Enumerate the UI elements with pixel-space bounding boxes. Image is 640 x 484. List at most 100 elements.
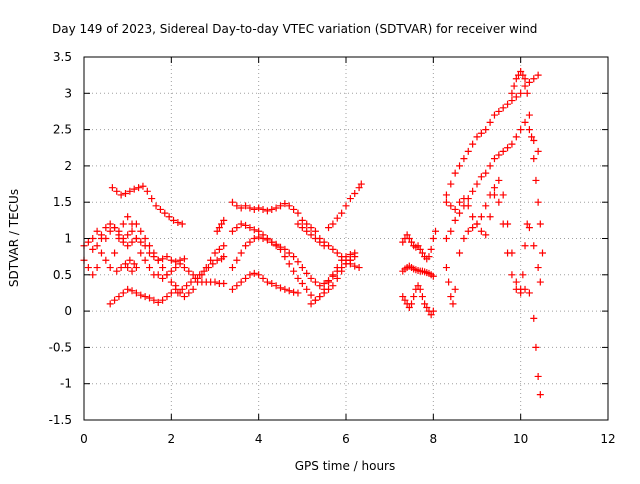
data-point bbox=[532, 176, 540, 184]
data-point bbox=[233, 202, 241, 210]
axis-ticks bbox=[83, 56, 609, 421]
data-point bbox=[469, 187, 477, 195]
data-point bbox=[423, 303, 431, 311]
data-point bbox=[512, 93, 520, 101]
data-point bbox=[316, 293, 324, 301]
data-point bbox=[124, 242, 132, 250]
data-point bbox=[464, 147, 472, 155]
data-point bbox=[316, 238, 324, 246]
data-point bbox=[508, 249, 516, 257]
data-point bbox=[250, 235, 258, 242]
data-point bbox=[329, 245, 337, 253]
data-point bbox=[495, 107, 503, 115]
data-point bbox=[126, 187, 134, 195]
data-point bbox=[418, 293, 426, 301]
data-point bbox=[508, 271, 516, 279]
data-point bbox=[399, 238, 407, 246]
data-point bbox=[159, 264, 167, 272]
data-point bbox=[355, 264, 363, 272]
data-point bbox=[482, 202, 490, 210]
data-point bbox=[342, 260, 350, 268]
data-point bbox=[490, 191, 498, 199]
data-point bbox=[93, 264, 101, 272]
data-point bbox=[298, 280, 306, 288]
data-point bbox=[536, 391, 544, 399]
data-point bbox=[132, 235, 140, 242]
data-point bbox=[307, 224, 315, 232]
data-point bbox=[294, 220, 302, 228]
data-point bbox=[451, 169, 459, 177]
data-point bbox=[215, 224, 223, 232]
data-point bbox=[482, 231, 490, 239]
data-point bbox=[102, 224, 110, 232]
data-point bbox=[473, 220, 481, 228]
data-point bbox=[141, 235, 149, 242]
data-point bbox=[517, 89, 525, 97]
data-point bbox=[311, 235, 319, 242]
data-point bbox=[141, 256, 149, 264]
data-point bbox=[530, 75, 538, 83]
series-s11 bbox=[228, 233, 359, 290]
data-point bbox=[185, 289, 193, 297]
data-point bbox=[115, 231, 123, 239]
data-point bbox=[191, 274, 199, 282]
data-point bbox=[403, 231, 411, 239]
data-point bbox=[512, 278, 520, 286]
data-point bbox=[311, 227, 319, 235]
data-point bbox=[427, 245, 435, 253]
series-s19 bbox=[442, 71, 542, 199]
data-point bbox=[126, 256, 134, 264]
y-tick-label: 3 bbox=[64, 86, 72, 100]
data-point bbox=[174, 219, 182, 227]
data-point bbox=[121, 260, 129, 268]
data-point bbox=[233, 282, 241, 290]
data-point bbox=[124, 285, 132, 293]
data-point bbox=[220, 253, 228, 261]
data-point bbox=[281, 285, 289, 293]
data-point bbox=[512, 75, 520, 83]
data-point bbox=[329, 272, 337, 280]
data-point bbox=[259, 235, 267, 242]
data-point bbox=[325, 224, 333, 232]
data-point bbox=[148, 195, 156, 203]
series-s18 bbox=[399, 282, 437, 319]
data-point bbox=[536, 220, 544, 228]
data-point bbox=[490, 155, 498, 163]
series-s7 bbox=[174, 253, 228, 297]
data-point bbox=[512, 133, 520, 141]
data-point bbox=[93, 242, 101, 250]
data-point bbox=[259, 205, 267, 213]
data-point bbox=[137, 238, 145, 246]
data-point bbox=[534, 372, 542, 380]
data-point bbox=[106, 220, 114, 228]
data-point bbox=[89, 235, 97, 242]
data-point bbox=[113, 267, 121, 275]
data-point bbox=[89, 245, 97, 253]
series-s4 bbox=[108, 182, 186, 228]
data-point bbox=[174, 289, 182, 297]
data-point bbox=[456, 249, 464, 257]
x-tick-label: 6 bbox=[342, 432, 350, 446]
data-point bbox=[294, 289, 302, 297]
data-point bbox=[303, 220, 311, 228]
data-point bbox=[119, 289, 127, 297]
data-point bbox=[499, 147, 507, 155]
data-point bbox=[298, 264, 306, 272]
data-point bbox=[242, 242, 250, 250]
data-point bbox=[473, 180, 481, 188]
data-point bbox=[128, 227, 136, 235]
data-point bbox=[137, 227, 145, 235]
data-point bbox=[228, 227, 236, 235]
data-point bbox=[228, 198, 236, 206]
data-point bbox=[163, 293, 171, 301]
y-tick-label: 2.5 bbox=[53, 123, 72, 137]
data-point bbox=[113, 187, 121, 195]
data-point bbox=[272, 204, 280, 212]
data-point bbox=[154, 298, 162, 306]
data-point bbox=[405, 235, 413, 242]
data-point bbox=[303, 285, 311, 293]
data-point bbox=[408, 238, 415, 246]
data-point bbox=[504, 220, 512, 228]
data-point bbox=[97, 235, 105, 242]
